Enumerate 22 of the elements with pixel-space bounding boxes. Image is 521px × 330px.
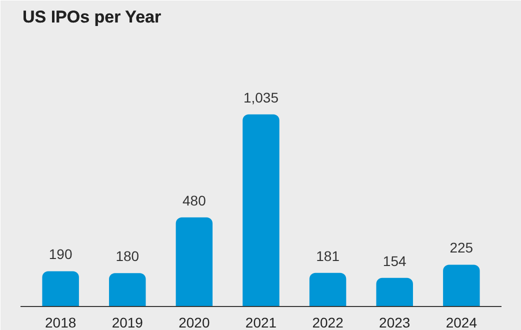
data-label: 154: [382, 252, 407, 269]
data-label: 480: [182, 192, 206, 208]
x-tick-label: 2019: [112, 314, 144, 330]
x-tick-label: 2018: [45, 314, 76, 330]
data-label: 225: [450, 240, 474, 256]
x-tick-label: 2021: [245, 314, 277, 330]
chart-title: US IPOs per Year: [22, 8, 162, 26]
bar: [376, 278, 413, 306]
bar: [176, 217, 213, 306]
bar: [309, 272, 346, 306]
bar: [242, 114, 280, 306]
bar: [109, 273, 146, 306]
x-tick-label: 2022: [312, 314, 344, 330]
x-tick-label: 2023: [379, 314, 410, 330]
data-label: 180: [116, 248, 140, 264]
data-label: 1,035: [243, 89, 279, 106]
bar: [42, 271, 79, 306]
data-label: 190: [48, 246, 72, 262]
x-tick-label: 2020: [178, 314, 210, 330]
bar: [443, 264, 480, 306]
data-label: 181: [316, 248, 340, 264]
x-tick-label: 2024: [446, 314, 478, 330]
